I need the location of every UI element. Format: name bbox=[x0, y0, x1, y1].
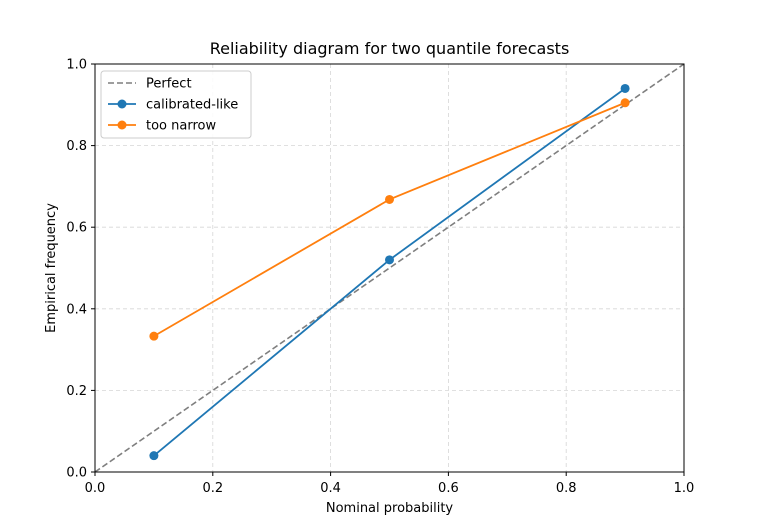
data-point-calibrated-like bbox=[385, 255, 394, 265]
legend-box bbox=[100, 70, 252, 139]
data-point-calibrated-like bbox=[620, 83, 630, 93]
y-tick-label: 1.0 bbox=[66, 58, 87, 73]
legend: Perfect calibrated-like too narrow bbox=[100, 70, 252, 139]
series-layer bbox=[94, 63, 685, 473]
data-point-too-narrow bbox=[149, 331, 159, 341]
data-point-calibrated-like bbox=[149, 451, 159, 461]
y-tick-label: 0.0 bbox=[66, 466, 87, 481]
data-point-too-narrow bbox=[385, 194, 394, 204]
x-tick-label: 0.0 bbox=[85, 481, 106, 496]
perfect-reference-line bbox=[94, 63, 685, 473]
y-tick-label: 0.2 bbox=[66, 384, 87, 399]
y-tick-label: 0.6 bbox=[66, 221, 87, 236]
x-tick-label: 0.6 bbox=[438, 481, 459, 496]
legend-marker-calibrated-like bbox=[117, 99, 127, 109]
legend-label-too-narrow: too narrow bbox=[146, 119, 216, 134]
legend-label-calibrated-like: calibrated-like bbox=[146, 98, 238, 113]
chart-title: Reliability diagram for two quantile for… bbox=[210, 39, 570, 58]
y-tick-label: 0.8 bbox=[66, 139, 87, 154]
series-line-calibrated-like bbox=[153, 87, 626, 457]
y-tick-label: 0.4 bbox=[66, 302, 87, 317]
x-tick-label: 0.8 bbox=[556, 481, 577, 496]
x-tick-label: 0.4 bbox=[320, 481, 341, 496]
x-axis-ticks: 0.0 0.2 0.4 0.6 0.8 1.0 bbox=[85, 472, 695, 496]
legend-marker-too-narrow bbox=[117, 120, 127, 130]
data-point-too-narrow bbox=[620, 98, 630, 108]
x-axis-title: Nominal probability bbox=[326, 501, 454, 516]
y-axis-ticks: 0.0 0.2 0.4 0.6 0.8 1.0 bbox=[66, 58, 95, 481]
x-tick-label: 1.0 bbox=[674, 481, 695, 496]
x-tick-label: 0.2 bbox=[202, 481, 223, 496]
legend-label-perfect: Perfect bbox=[146, 77, 192, 92]
plot-frame bbox=[94, 63, 685, 473]
y-axis-title: Empirical frequency bbox=[44, 203, 59, 333]
